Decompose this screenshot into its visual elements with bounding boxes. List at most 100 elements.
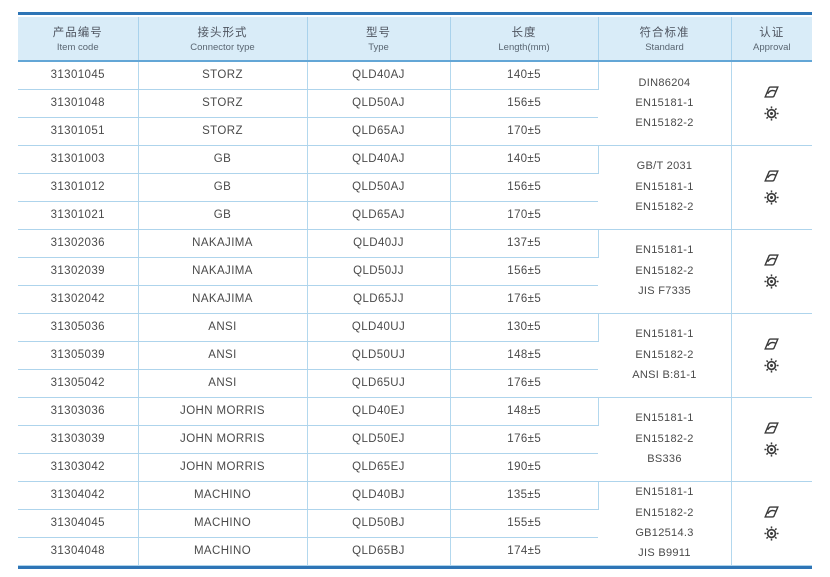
cell-item-code: 31303042	[18, 453, 139, 482]
table-row: 31301051 STORZ QLD65AJ 170±5	[18, 117, 812, 146]
cell-item-code: 31305042	[18, 369, 139, 398]
cell-connector-type: STORZ	[138, 117, 308, 146]
header-approval: 认证 Approval	[731, 17, 812, 62]
standard-value: EN15182-2	[635, 117, 694, 130]
cell-approvals	[731, 313, 812, 398]
table-row: 31301021 GB QLD65AJ 170±5	[18, 201, 812, 230]
header-standard-en: Standard	[645, 42, 684, 53]
standard-value: EN15182-2	[635, 264, 694, 277]
cell-connector-type: NAKAJIMA	[138, 229, 308, 258]
cell-type: QLD65UJ	[307, 369, 451, 398]
table-row: 31302039 NAKAJIMA QLD50JJ 156±5	[18, 257, 812, 286]
cell-length: 155±5	[450, 509, 598, 538]
header-item-code: 产品编号 Item code	[18, 17, 139, 62]
cell-length: 148±5	[450, 341, 598, 370]
approval-stamp-icon	[764, 338, 780, 350]
standard-value: GB12514.3	[635, 527, 694, 539]
table-row: 31301012 GB QLD50AJ 156±5	[18, 173, 812, 202]
cell-type: QLD65JJ	[307, 285, 451, 314]
cell-length: 170±5	[450, 117, 598, 146]
cell-type: QLD50AJ	[307, 173, 451, 202]
header-length-en: Length(mm)	[498, 42, 550, 53]
cell-connector-type: GB	[138, 201, 308, 230]
cell-approvals	[731, 397, 813, 482]
cell-length: 135±5	[450, 481, 599, 510]
wheelmark-icon	[764, 358, 779, 373]
cell-standards: EN15181-1 EN15182-2 JIS F7335	[598, 229, 732, 314]
cell-length: 176±5	[450, 369, 598, 398]
table-row: 31304045 MACHINO QLD50BJ 155±5	[18, 509, 812, 538]
cell-approvals	[731, 145, 812, 230]
table-row: 31303042 JOHN MORRIS QLD65EJ 190±5	[18, 453, 812, 482]
header-type-zh: 型号	[366, 27, 391, 39]
cell-item-code: 31305036	[18, 313, 139, 342]
cell-type: QLD65EJ	[307, 453, 451, 482]
cell-type: QLD40BJ	[307, 481, 451, 510]
standard-value: EN15181-1	[635, 180, 694, 193]
cell-type: QLD65BJ	[307, 537, 451, 566]
standard-value: EN15181-1	[635, 97, 694, 110]
cell-item-code: 31302036	[18, 229, 139, 258]
cell-length: 176±5	[450, 285, 598, 314]
approval-icons	[732, 253, 813, 289]
table-body: 31301045 STORZ QLD40AJ 140±5 DIN86204 EN15181…	[18, 61, 813, 566]
cell-length: 176±5	[450, 425, 598, 454]
wheelmark-icon	[764, 274, 779, 289]
cell-item-code: 31304048	[18, 537, 139, 566]
table-header: 产品编号 Item code 接头形式 Connector type 型号 Ty…	[18, 17, 812, 62]
cell-length: 174±5	[450, 537, 598, 566]
cell-item-code: 31305039	[18, 341, 139, 370]
cell-approvals	[731, 229, 813, 314]
header-length: 长度 Length(mm)	[450, 17, 599, 62]
cell-connector-type: JOHN MORRIS	[138, 453, 308, 482]
cell-connector-type: STORZ	[138, 89, 308, 118]
header-approval-zh: 认证	[759, 27, 785, 39]
header-connector-type: 接头形式 Connector type	[138, 17, 308, 62]
cell-length: 140±5	[450, 145, 599, 174]
approval-icons	[732, 85, 813, 121]
standard-value: JIS B9911	[638, 547, 691, 560]
table-row: 31305036 ANSI QLD40UJ 130±5 EN15181-1 EN15182…	[18, 313, 812, 398]
cell-standards: EN15181-1 EN15182-2 ANSI B:81-1	[598, 313, 732, 398]
cell-connector-type: GB	[138, 145, 308, 174]
cell-item-code: 31301012	[18, 173, 139, 202]
cell-connector-type: STORZ	[138, 61, 308, 90]
cell-connector-type: ANSI	[138, 369, 308, 398]
approval-stamp-icon	[764, 422, 780, 434]
standard-value: EN15181-1	[635, 328, 694, 341]
table-row: 31304042 MACHINO QLD40BJ 135±5 EN15181-1 EN15…	[18, 481, 812, 566]
cell-type: QLD50JJ	[307, 257, 451, 286]
cell-item-code: 31304045	[18, 509, 139, 538]
wheelmark-icon	[764, 442, 779, 457]
approval-stamp-icon	[764, 170, 780, 182]
cell-connector-type: NAKAJIMA	[138, 257, 308, 286]
cell-type: QLD40EJ	[307, 397, 451, 426]
cell-length: 140±5	[450, 61, 599, 90]
cell-item-code: 31301048	[18, 89, 139, 118]
cell-connector-type: MACHINO	[138, 509, 308, 538]
cell-length: 130±5	[450, 313, 599, 342]
cell-item-code: 31302042	[18, 285, 139, 314]
table-row: 31303036 JOHN MORRIS QLD40EJ 148±5 EN15181-1…	[18, 397, 812, 482]
wheelmark-icon	[764, 526, 779, 541]
cell-connector-type: MACHINO	[138, 537, 308, 566]
approval-icons	[732, 505, 813, 541]
header-approval-en: Approval	[753, 42, 791, 53]
standard-value: ANSI B:81-1	[632, 369, 697, 382]
cell-item-code: 31302039	[18, 257, 139, 286]
cell-item-code: 31301051	[18, 117, 139, 146]
table-row: 31302036 NAKAJIMA QLD40JJ 137±5 EN15181-1 EN1…	[18, 229, 812, 314]
header-length-zh: 长度	[511, 27, 537, 39]
cell-type: QLD50UJ	[307, 341, 451, 370]
header-connector-type-en: Connector type	[190, 42, 255, 53]
header-type: 型号 Type	[307, 17, 451, 62]
cell-item-code: 31304042	[18, 481, 139, 510]
wheelmark-icon	[764, 106, 779, 121]
cell-connector-type: JOHN MORRIS	[138, 425, 308, 454]
cell-length: 170±5	[450, 201, 598, 230]
table-row: 31304048 MACHINO QLD65BJ 174±5	[18, 537, 812, 566]
cell-length: 137±5	[450, 229, 599, 258]
cell-type: QLD65AJ	[307, 201, 451, 230]
approval-icons	[732, 421, 813, 457]
